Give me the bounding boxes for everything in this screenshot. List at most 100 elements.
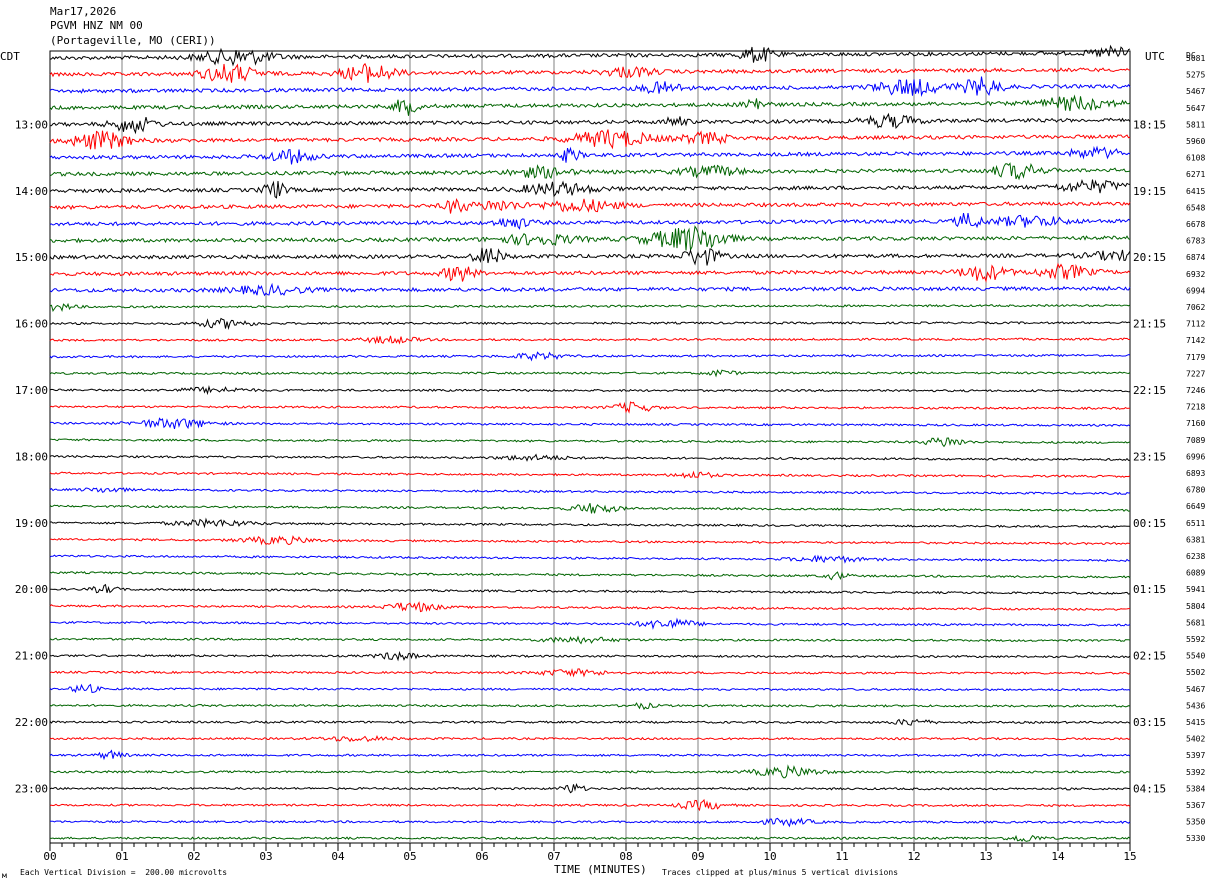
dc-offset-label: 6994: [1186, 286, 1205, 295]
trace-row: [49, 302, 1131, 313]
dc-offset-label: 6271: [1186, 170, 1205, 179]
trace-row: [49, 44, 1131, 67]
right-hour-label: 20:15: [1133, 251, 1166, 264]
x-tick-label: 15: [1123, 850, 1136, 863]
dc-offset-label: 6649: [1186, 502, 1205, 511]
trace-row: [49, 247, 1131, 266]
left-hour-label: 22:00: [15, 716, 48, 729]
left-hour-label: 21:00: [15, 650, 48, 663]
x-tick-label: 10: [763, 850, 776, 863]
x-tick-label: 09: [691, 850, 704, 863]
dc-offset-label: 5350: [1186, 818, 1205, 827]
trace-row: [49, 401, 1131, 414]
dc-offset-label: 6783: [1186, 237, 1205, 246]
dc-offset-label: 5402: [1186, 735, 1205, 744]
plot-frame: [49, 50, 1131, 844]
dc-offset-label: 6108: [1186, 154, 1205, 163]
x-tick-label: 11: [835, 850, 848, 863]
trace-row: [49, 317, 1131, 331]
dc-offset-label: 5467: [1186, 87, 1205, 96]
trace-row: [49, 798, 1131, 812]
trace-row: [49, 212, 1131, 230]
trace-row: [49, 650, 1131, 662]
dc-offset-label: 5081: [1186, 54, 1205, 63]
dc-offset-label: 7062: [1186, 303, 1205, 312]
trace-row: [49, 834, 1131, 842]
x-tick-label: 07: [547, 850, 560, 863]
trace-row: [49, 668, 1131, 678]
dc-offset-label: 5436: [1186, 701, 1205, 710]
trace-row: [49, 571, 1131, 581]
right-hour-label: 22:15: [1133, 384, 1166, 397]
corner-mark: м: [2, 871, 7, 880]
trace-row: [49, 384, 1131, 396]
dc-offset-label: 5960: [1186, 137, 1205, 146]
dc-offset-label: 6415: [1186, 187, 1205, 196]
trace-row: [49, 718, 1131, 726]
trace-row: [49, 749, 1131, 761]
dc-offset-label: 5592: [1186, 635, 1205, 644]
trace-row: [49, 62, 1131, 83]
dc-offset-label: 5804: [1186, 602, 1205, 611]
trace-row: [49, 617, 1131, 630]
trace-row: [49, 583, 1131, 595]
right-hour-label: 21:15: [1133, 318, 1166, 331]
trace-row: [49, 129, 1131, 150]
trace-row: [49, 225, 1131, 252]
x-tick-label: 00: [43, 850, 56, 863]
dc-offset-label: 5502: [1186, 668, 1205, 677]
trace-row: [49, 76, 1131, 97]
dc-offset-label: 6511: [1186, 519, 1205, 528]
dc-offset-label: 6381: [1186, 535, 1205, 544]
dc-offset-label: 6678: [1186, 220, 1205, 229]
dc-offset-label: 6548: [1186, 203, 1205, 212]
left-hour-label: 23:00: [15, 782, 48, 795]
dc-offset-label: 7246: [1186, 386, 1205, 395]
x-tick-label: 05: [403, 850, 416, 863]
dc-offset-label: 6874: [1186, 253, 1205, 262]
left-hour-label: 19:00: [15, 517, 48, 530]
left-hour-label: 20:00: [15, 583, 48, 596]
dc-offset-label: 6780: [1186, 486, 1205, 495]
scale-note: Each Vertical Division = 200.00 microvol…: [20, 868, 228, 877]
x-tick-label: 08: [619, 850, 632, 863]
station-code: PGVM HNZ NM 00: [50, 19, 143, 32]
x-tick-label: 04: [331, 850, 345, 863]
trace-row: [49, 262, 1131, 283]
dc-offset-label: 5467: [1186, 685, 1205, 694]
x-tick-label: 03: [259, 850, 272, 863]
left-hour-label: 16:00: [15, 318, 48, 331]
dc-offset-label: 5941: [1186, 585, 1205, 594]
left-hour-label: 17:00: [15, 384, 48, 397]
right-hour-label: 04:15: [1133, 782, 1166, 795]
x-axis-label: TIME (MINUTES): [554, 863, 647, 876]
dc-offset-label: 5540: [1186, 652, 1205, 661]
dc-offset-label: 7142: [1186, 336, 1205, 345]
dc-offset-label: 7112: [1186, 320, 1205, 329]
trace-row: [49, 702, 1131, 711]
trace-row: [49, 369, 1131, 378]
trace-row: [49, 351, 1131, 362]
dc-offset-label: 7227: [1186, 369, 1205, 378]
trace-row: [49, 94, 1131, 116]
trace-row: [49, 683, 1131, 694]
x-tick-label: 12: [907, 850, 920, 863]
dc-offset-label: 5647: [1186, 104, 1205, 113]
trace-row: [49, 282, 1131, 297]
x-tick-label: 14: [1051, 850, 1065, 863]
right-hour-label: 03:15: [1133, 716, 1166, 729]
x-tick-label: 01: [115, 850, 128, 863]
dc-offset-label: 5811: [1186, 120, 1205, 129]
dc-offset-label: 5681: [1186, 618, 1205, 627]
trace-row: [49, 535, 1131, 546]
dc-offset-label: 7089: [1186, 436, 1205, 445]
dc-header-label: DC: [1186, 51, 1196, 60]
trace-row: [49, 436, 1131, 448]
dc-offset-label: 7160: [1186, 419, 1205, 428]
trace-row: [49, 197, 1131, 214]
dc-offset-label: 5384: [1186, 784, 1205, 793]
record-date: Mar17,2026: [50, 5, 117, 18]
dc-offset-label: 5367: [1186, 801, 1205, 810]
trace-row: [49, 517, 1131, 529]
